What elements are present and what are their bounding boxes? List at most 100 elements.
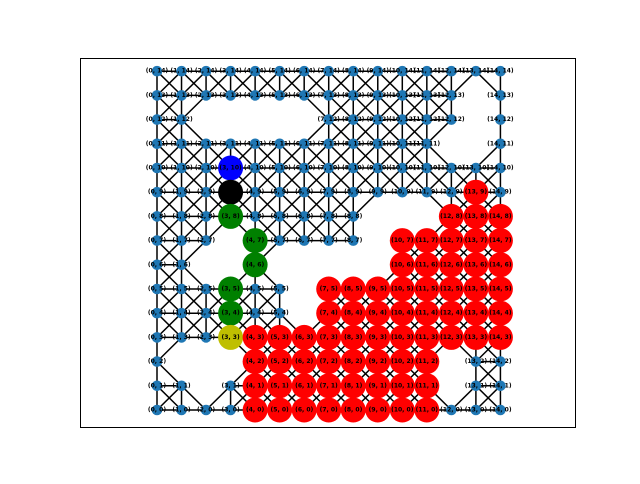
node-marker [298,90,310,101]
node-marker [316,324,342,350]
node-label: (7, 14) [318,68,341,75]
node-label: (1, 14) [170,68,193,75]
node-label: (3, 4) [221,310,239,317]
graph-node-default: (14, 13) [487,90,514,101]
graph-edge [377,167,403,193]
node-marker [347,114,359,125]
node-marker [323,162,335,174]
graph-node-default: (10, 12) [389,114,416,125]
node-label: (11, 4) [416,310,439,317]
graph-edge [328,215,354,242]
node-label: (9, 12) [367,116,390,123]
node-label: (0, 7) [148,237,166,244]
graph-edge [181,70,207,96]
node-label: (3, 3) [221,334,239,341]
graph-node-default: (10, 9) [391,186,414,198]
graph-node-default: (11, 14) [414,65,441,77]
graph-node-default: (4, 9) [246,186,264,198]
graph-node-default: (7, 13) [318,90,340,101]
node-label: (4, 9) [246,189,264,196]
graph-node-default: (2, 7) [197,235,215,246]
graph-node-default: (8, 14) [342,65,365,77]
node-label: (8, 13) [342,92,365,99]
node-marker [323,114,335,125]
node-label: (9, 13) [367,92,390,99]
node-marker [200,65,212,77]
graph-edge [352,94,379,121]
node-label: (13, 2) [465,358,488,365]
node-label: (4, 3) [246,334,264,341]
graph-edge [426,94,452,121]
node-marker [389,276,415,302]
graph-node-blocked: (4, 3) [242,324,268,350]
graph-node-default: (5, 4) [271,307,289,319]
node-marker [274,65,285,77]
graph-node-default: (5, 5) [271,283,289,295]
graph-node-default: (11, 10) [414,162,440,174]
node-marker [495,65,506,77]
node-label: (8, 3) [344,334,362,341]
node-marker [372,90,384,101]
node-marker [438,228,464,254]
node-label: (13, 7) [465,237,488,244]
node-label: (3, 1) [221,382,239,389]
graph-edge [181,312,207,338]
graph-node-default: (1, 13) [170,90,193,101]
node-label: (2, 14) [195,68,218,75]
graph-node-blocked: (10, 5) [389,276,415,302]
node-label: (12, 10) [438,165,465,172]
node-label: (2, 7) [197,237,215,244]
node-label: (1, 8) [172,213,190,220]
node-label: (8, 10) [342,165,365,172]
node-marker [267,324,293,350]
node-label: (11, 14) [414,68,441,75]
node-label: (7, 0) [320,407,338,414]
graph-node-blocked: (7, 5) [316,276,342,302]
node-label: (4, 2) [246,358,264,365]
node-label: (12, 13) [438,92,465,99]
node-label: (10, 13) [389,92,416,99]
node-label: (7, 10) [318,165,341,172]
node-label: (12, 3) [440,334,463,341]
node-label: (14, 3) [489,334,512,341]
graph-node-blocked: (11, 3) [414,324,440,350]
node-marker [291,373,317,399]
node-marker [176,235,187,246]
graph-node-blocked: (12, 6) [438,252,464,278]
node-marker [365,349,391,375]
node-marker [397,90,408,101]
graph-node-default: (1, 12) [170,114,193,125]
node-marker [463,203,489,229]
graph-edge [377,143,403,169]
node-label: (14, 13) [487,92,514,99]
node-label: (14, 14) [487,68,514,75]
node-marker [242,324,268,350]
node-label: (9, 10) [367,165,390,172]
node-marker [414,276,440,302]
node-marker [200,332,212,343]
node-marker [225,380,236,392]
node-label: (0, 9) [148,189,166,196]
graph-edge [181,94,207,121]
node-label: (14, 12) [487,116,514,123]
graph-node-default: (0, 7) [148,235,166,246]
node-label: (12, 6) [440,261,463,268]
graph-node-default: (9, 10) [367,162,390,174]
graph-node-blocked: (13, 3) [463,324,489,350]
graph-node-blocked: (11, 6) [414,252,440,278]
graph-node-start: (3, 10) [218,155,244,181]
node-label: (0, 13) [146,92,169,99]
node-label: (0, 10) [146,165,169,172]
node-marker [267,373,293,399]
node-label: (7, 1) [320,382,338,389]
node-label: (13, 4) [465,310,488,317]
node-marker [249,211,261,222]
graph-node-default: (1, 8) [172,211,191,222]
node-label: (14, 9) [489,189,512,196]
graph-edge [401,70,428,96]
graph-edge [303,94,330,121]
node-marker [151,259,163,271]
graph-node-blocked: (12, 8) [438,203,464,229]
graph-node-default: (5, 9) [271,186,289,198]
